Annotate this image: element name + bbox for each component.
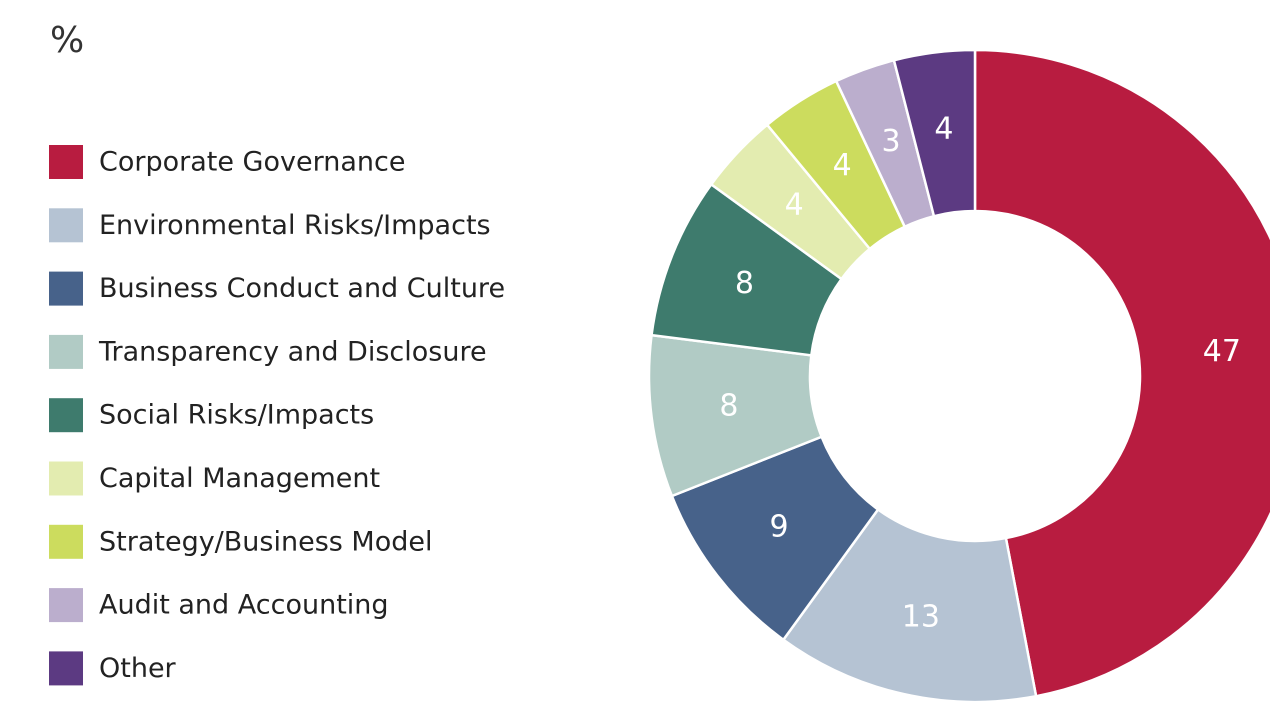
data-label: 4: [785, 188, 804, 223]
legend-swatch: [49, 208, 83, 243]
legend-swatch: [49, 461, 83, 496]
legend-swatch: [49, 271, 83, 306]
data-label: 9: [769, 510, 788, 545]
legend-label: Social Risks/Impacts: [99, 400, 374, 431]
data-label: 4: [833, 148, 852, 183]
data-label: 8: [719, 389, 738, 424]
legend-swatch: [49, 651, 83, 686]
legend: Corporate Governance Environmental Risks/…: [49, 145, 505, 686]
legend-label: Strategy/Business Model: [99, 526, 433, 557]
legend-swatch: [49, 334, 83, 369]
data-label: 47: [1203, 334, 1241, 369]
data-label: 13: [902, 600, 940, 635]
data-label: 8: [735, 266, 754, 301]
data-label: 4: [934, 111, 953, 146]
donut-slice: [892, 48, 977, 218]
data-label: 3: [881, 124, 900, 159]
chart-subtitle: %: [50, 20, 84, 61]
donut-slice: [781, 507, 1038, 701]
donut-slice: [973, 48, 1270, 698]
legend-label: Transparency and Disclosure: [98, 336, 487, 367]
legend-label: Capital Management: [99, 463, 380, 494]
legend-swatch: [49, 145, 83, 179]
legend-label: Corporate Governance: [99, 147, 405, 178]
legend-swatch: [49, 398, 83, 433]
legend-swatch: [49, 524, 83, 559]
legend-label: Audit and Accounting: [99, 590, 389, 621]
legend-label: Other: [99, 653, 177, 684]
legend-label: Environmental Risks/Impacts: [99, 210, 491, 241]
legend-label: Business Conduct and Culture: [99, 273, 505, 304]
legend-swatch: [49, 588, 83, 623]
